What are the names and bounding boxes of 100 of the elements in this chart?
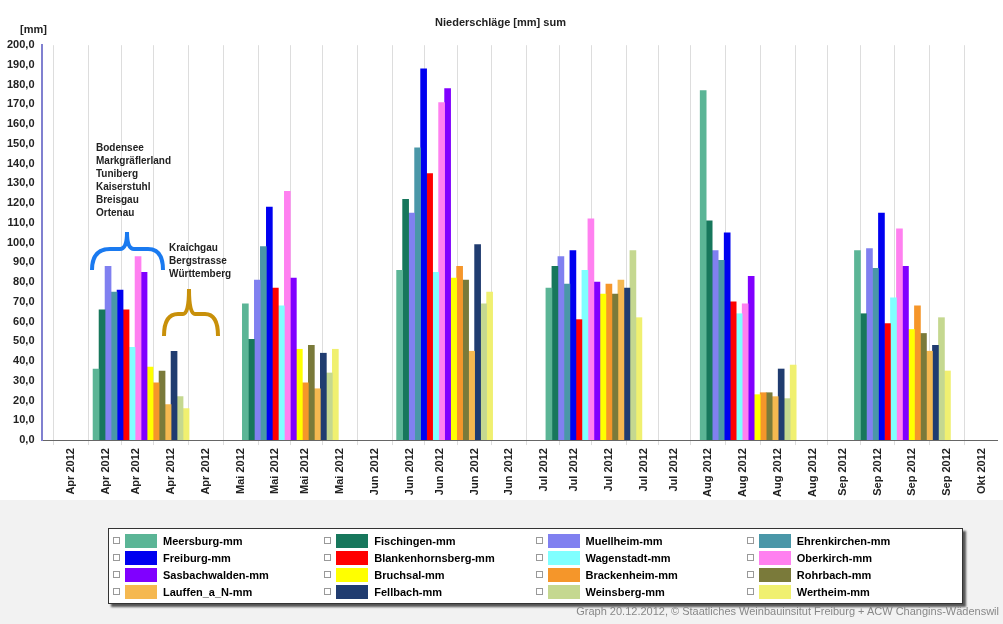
bar xyxy=(878,212,885,441)
x-tick-label: Sep 2012 xyxy=(870,448,883,496)
bar xyxy=(735,313,743,441)
x-tick-label: Sep 2012 xyxy=(835,448,848,496)
y-tick-label: 160,0 xyxy=(7,117,35,130)
bar xyxy=(182,408,190,441)
bar xyxy=(254,279,261,441)
legend-label: Freiburg-mm xyxy=(163,551,231,564)
bar xyxy=(866,248,873,441)
bar xyxy=(426,173,433,441)
bar xyxy=(170,350,178,441)
bar xyxy=(468,350,475,441)
y-axis-title: [mm] xyxy=(20,23,48,36)
x-tick-label: Apr 2012 xyxy=(64,448,77,495)
bar xyxy=(486,291,493,441)
bar xyxy=(890,297,897,441)
legend-label: Fellbach-mm xyxy=(374,585,443,598)
bar xyxy=(920,333,927,441)
bar xyxy=(896,228,903,441)
bar xyxy=(629,250,637,441)
bar xyxy=(158,370,166,441)
legend-label: Wagenstadt-mm xyxy=(585,551,671,564)
legend-label: Rohrbach-mm xyxy=(796,568,872,581)
bar xyxy=(266,206,273,441)
legend-label: Bruchsal-mm xyxy=(374,568,445,581)
y-tick-label: 140,0 xyxy=(7,156,35,169)
legend-label: Lauffen_a_N-mm xyxy=(163,585,253,598)
x-tick-label: Jun 2012 xyxy=(367,448,380,496)
bar xyxy=(705,220,713,441)
bar xyxy=(326,372,333,441)
bar xyxy=(110,291,118,441)
bar xyxy=(290,277,297,441)
bar xyxy=(777,368,785,441)
bar xyxy=(944,370,951,441)
y-tick-label: 80,0 xyxy=(13,275,35,288)
bar xyxy=(723,232,731,441)
y-tick-label: 100,0 xyxy=(7,235,35,248)
y-tick-label: 200,0 xyxy=(7,38,35,51)
y-tick-label: 150,0 xyxy=(7,136,35,149)
y-tick-label: 0,0 xyxy=(19,433,35,446)
bar xyxy=(747,275,755,441)
legend-label: Muellheim-mm xyxy=(585,534,663,547)
y-tick-label: 40,0 xyxy=(13,354,35,367)
bar xyxy=(314,388,321,441)
legend-label: Ehrenkirchen-mm xyxy=(796,534,891,547)
bar xyxy=(456,266,463,441)
x-tick-label: Jun 2012 xyxy=(402,448,415,496)
bar xyxy=(908,329,915,441)
caption: Graph 20.12.2012, © Staatliches Weinbauinsitut Freiburg + ACW Changins-Wädenswil xyxy=(576,605,999,617)
y-tick-label: 10,0 xyxy=(13,413,35,426)
bar xyxy=(575,319,583,441)
legend-label: Blankenhornsberg-mm xyxy=(374,551,495,564)
bar xyxy=(122,309,130,441)
bar xyxy=(569,250,577,441)
bar xyxy=(272,287,279,441)
bar xyxy=(402,198,409,441)
bar xyxy=(128,346,136,441)
bar xyxy=(450,277,457,441)
x-tick-label: Aug 2012 xyxy=(701,448,714,498)
bar xyxy=(414,147,421,441)
bar xyxy=(717,260,725,441)
y-tick-label: 110,0 xyxy=(7,215,35,228)
bar xyxy=(587,218,595,441)
bar xyxy=(420,68,427,441)
bar xyxy=(593,281,601,441)
legend-label: Weinsberg-mm xyxy=(585,585,665,598)
legend-label: Brackenheim-mm xyxy=(585,568,678,581)
bar xyxy=(872,267,879,441)
y-tick-label: 120,0 xyxy=(7,196,35,209)
x-tick-label: Mai 2012 xyxy=(268,448,281,494)
bar xyxy=(789,364,797,441)
bar xyxy=(926,350,933,441)
bar xyxy=(938,317,945,441)
bar xyxy=(557,256,565,441)
bar xyxy=(711,250,719,441)
bar xyxy=(396,269,403,441)
bar xyxy=(260,246,267,441)
x-tick-label: Aug 2012 xyxy=(736,448,749,498)
x-tick-label: Mai 2012 xyxy=(233,448,246,494)
bar xyxy=(146,366,154,441)
y-tick-label: 70,0 xyxy=(13,294,35,307)
bar xyxy=(617,279,625,441)
y-tick-label: 50,0 xyxy=(13,334,35,347)
x-tick-label: Mai 2012 xyxy=(298,448,311,494)
annotation: Bodensee Markgräflerland Tuniberg Kaiserstuhl Breisgau Ortenau xyxy=(96,141,172,219)
x-tick-label: Aug 2012 xyxy=(771,448,784,498)
y-tick-label: 190,0 xyxy=(7,57,35,70)
bar xyxy=(284,190,291,441)
bar xyxy=(98,309,106,441)
y-tick-label: 170,0 xyxy=(7,97,35,110)
bar xyxy=(474,244,481,441)
bar xyxy=(884,323,891,441)
bar xyxy=(116,289,124,441)
bar xyxy=(248,339,255,441)
x-tick-label: Okt 2012 xyxy=(975,448,988,494)
bar xyxy=(741,303,749,441)
y-tick-label: 30,0 xyxy=(13,373,35,386)
x-tick-label: Jul 2012 xyxy=(537,448,550,492)
x-tick-label: Jul 2012 xyxy=(636,448,649,492)
x-tick-label: Jun 2012 xyxy=(432,448,445,496)
